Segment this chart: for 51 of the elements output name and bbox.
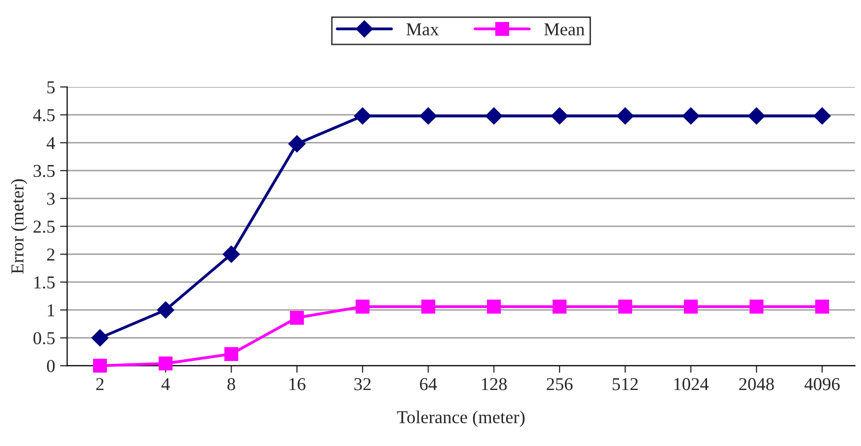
point — [684, 300, 698, 314]
x-tick-label: 128 — [482, 378, 507, 390]
point — [486, 300, 501, 314]
y-tick-label: 0.5 — [33, 332, 55, 344]
y-axis-title: Error (meter) — [10, 179, 28, 274]
x-tick-label: 2048 — [739, 378, 774, 390]
x-tick-label: 32 — [354, 378, 371, 390]
x-tick-label: 1024 — [674, 378, 709, 390]
point — [814, 107, 831, 125]
point — [224, 347, 238, 361]
y-tick-label: 1.5 — [34, 276, 55, 289]
legend-label: Max — [406, 23, 439, 36]
y-tick-label: 2.5 — [34, 220, 55, 233]
point — [91, 329, 109, 346]
point — [815, 300, 830, 314]
x-tick-label: 4 — [161, 378, 170, 390]
point — [157, 301, 174, 319]
point — [485, 107, 502, 125]
y-tick-label: 4 — [46, 137, 56, 149]
legend-label: Mean — [544, 23, 585, 36]
y-tick-label: 0 — [47, 360, 55, 372]
x-tick-label: 256 — [546, 378, 573, 390]
x-tick-label: 4096 — [804, 378, 840, 390]
y-tick-label: 3 — [47, 192, 55, 205]
point — [750, 300, 764, 314]
point — [93, 358, 107, 373]
x-tick-label: 8 — [227, 378, 236, 390]
x-tick-label: 64 — [420, 378, 437, 390]
x-tick-label: 512 — [612, 378, 638, 390]
point — [618, 300, 632, 314]
point — [158, 356, 173, 370]
point — [748, 107, 766, 125]
point — [552, 300, 566, 314]
point — [222, 246, 240, 263]
x-tick-label: 2 — [96, 378, 104, 390]
point — [288, 135, 306, 152]
y-tick-label: 5 — [47, 81, 55, 94]
y-tick-label: 4.5 — [33, 109, 55, 122]
point — [290, 310, 304, 325]
y-tick-label: 2 — [47, 248, 54, 260]
point — [421, 300, 436, 314]
point — [354, 107, 372, 125]
y-tick-label: 3.5 — [34, 164, 55, 178]
y-tick-label: 1 — [48, 304, 54, 316]
point — [356, 300, 370, 314]
point — [682, 107, 700, 125]
x-axis-title: Tolerance (meter) — [397, 410, 525, 427]
point — [616, 107, 634, 125]
x-tick-label: 16 — [290, 378, 306, 390]
point — [420, 107, 437, 125]
point — [550, 107, 568, 125]
